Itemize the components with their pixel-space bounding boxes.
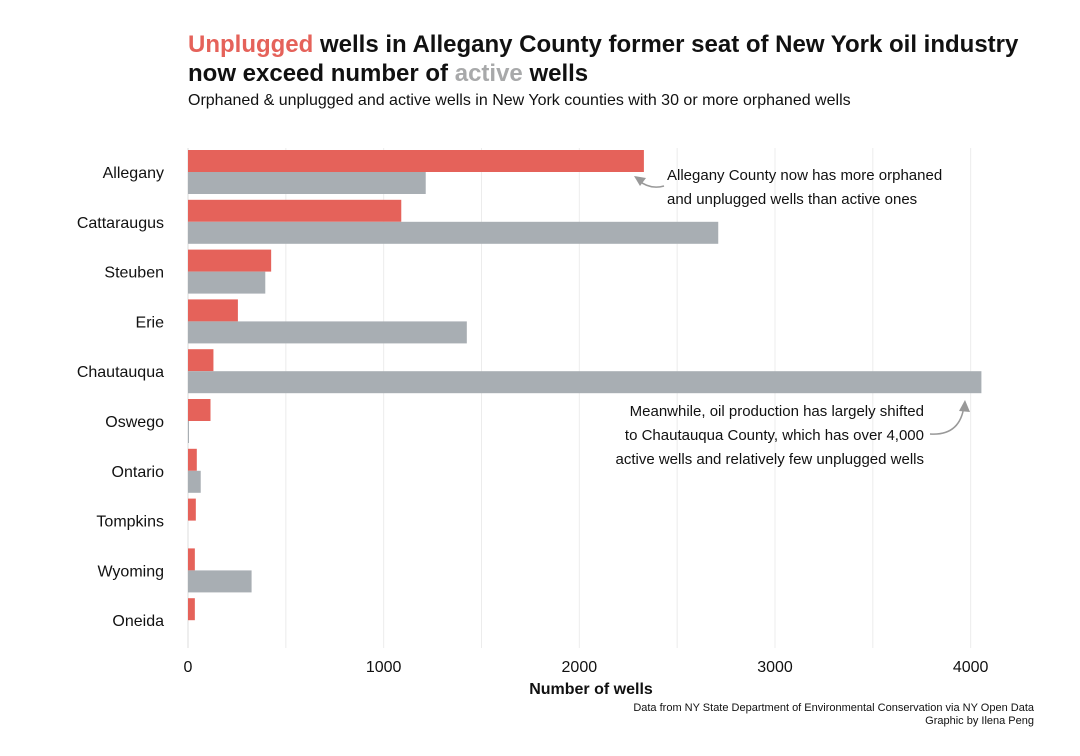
chart-subtitle: Orphaned & unplugged and active wells in…: [188, 92, 851, 109]
bar-unplugged-allegany: [188, 150, 644, 172]
annotation-line: Allegany County now has more orphaned: [667, 167, 942, 184]
category-label-chautauqua: Chautauqua: [77, 364, 164, 381]
bar-active-oswego: [188, 421, 189, 443]
credit-text: Graphic by Ilena Peng: [925, 715, 1034, 727]
category-label-steuben: Steuben: [104, 265, 164, 282]
bar-unplugged-erie: [188, 299, 238, 322]
bar-unplugged-wyoming: [188, 548, 195, 571]
bar-active-allegany: [188, 172, 426, 194]
source-text: Data from NY State Department of Environ…: [633, 702, 1034, 714]
bar-unplugged-oneida: [188, 598, 195, 621]
x-tick-label: 0: [184, 659, 193, 676]
x-axis-title: Number of wells: [529, 681, 653, 698]
bar-unplugged-ontario: [188, 448, 197, 471]
bar-active-steuben: [188, 271, 266, 294]
annotation-allegany: Allegany County now has more orphaned and…: [667, 167, 942, 208]
title-middle: wells in Allegany County former seat of …: [188, 31, 1019, 87]
x-tick-label: 3000: [757, 659, 793, 676]
category-label-ontario: Ontario: [112, 464, 165, 481]
title-active: active: [454, 60, 523, 87]
category-label-tompkins: Tompkins: [96, 514, 164, 531]
x-tick-label: 2000: [562, 659, 598, 676]
bar-active-chautauqua: [188, 371, 982, 394]
bar-unplugged-oswego: [188, 399, 211, 421]
bar-active-wyoming: [188, 570, 252, 593]
annotation-line: active wells and relatively few unplugge…: [616, 451, 925, 468]
annotation-line: and unplugged wells than active ones: [667, 191, 917, 208]
chart-title: Unplugged wells in Allegany County forme…: [188, 30, 1048, 88]
bar-unplugged-cattaraugus: [188, 199, 402, 222]
annotation-chautauqua-arrowhead: [959, 400, 970, 412]
title-end: wells: [522, 60, 589, 87]
bar-unplugged-steuben: [188, 249, 272, 272]
title-unplugged: Unplugged: [188, 31, 314, 58]
bar-active-ontario: [188, 470, 201, 493]
bar-unplugged-tompkins: [188, 498, 196, 521]
x-tick-labels: 0 1000 2000 3000 4000: [184, 659, 989, 676]
x-tick-label: 1000: [366, 659, 402, 676]
annotation-allegany-arrowhead: [634, 176, 646, 186]
category-label-oswego: Oswego: [105, 414, 164, 431]
x-tick-label: 4000: [953, 659, 989, 676]
category-label-allegany: Allegany: [103, 165, 164, 182]
category-label-cattaraugus: Cattaraugus: [77, 215, 164, 232]
bar-unplugged-chautauqua: [188, 349, 214, 372]
annotation-line: to Chautauqua County, which has over 4,0…: [625, 427, 924, 444]
annotations: Allegany County now has more orphaned and…: [616, 167, 970, 468]
category-label-oneida: Oneida: [112, 613, 164, 630]
category-label-wyoming: Wyoming: [97, 563, 164, 580]
bar-active-erie: [188, 321, 467, 344]
category-labels: Allegany Cattaraugus Steuben Erie Chautauqua…: [77, 165, 164, 630]
annotation-chautauqua: Meanwhile, oil production has largely sh…: [616, 403, 925, 468]
category-label-erie: Erie: [136, 314, 165, 331]
bars: [188, 150, 982, 621]
annotation-chautauqua-arrow: [929, 405, 965, 435]
annotation-line: Meanwhile, oil production has largely sh…: [630, 403, 924, 420]
source-note: Data from NY State Department of Environ…: [633, 702, 1034, 728]
bar-active-cattaraugus: [188, 221, 719, 244]
